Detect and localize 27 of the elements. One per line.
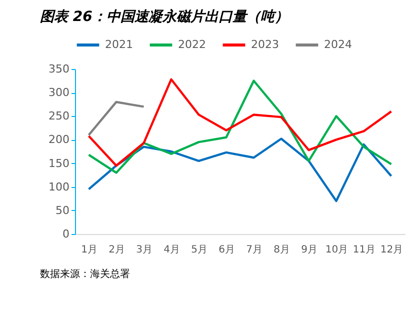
source-note: 数据来源：海关总署 — [40, 268, 130, 280]
x-tick-label: 1月 — [81, 244, 98, 256]
x-tick-label: 2月 — [108, 244, 125, 256]
y-tick-label: 100 — [48, 180, 70, 194]
x-tick-label: 8月 — [274, 244, 290, 256]
y-tick-label: 150 — [48, 156, 70, 170]
x-tick-label: 7月 — [246, 244, 262, 256]
x-tick-label: 11月 — [352, 244, 376, 256]
x-tick-label: 3月 — [136, 244, 152, 256]
x-tick-label: 12月 — [380, 244, 404, 256]
legend-label: 2022 — [178, 38, 206, 51]
y-tick-label: 300 — [48, 86, 70, 100]
y-tick-label: 200 — [48, 133, 70, 146]
legend-label: 2024 — [324, 38, 352, 51]
line-series — [88, 138, 392, 202]
legend-label: 2021 — [105, 38, 133, 51]
y-tick-label: 0 — [62, 228, 70, 240]
x-tick-label: 6月 — [218, 244, 235, 256]
y-tick-label: 250 — [48, 110, 70, 123]
chart-title: 图表 26：中国速凝永磁片出口量（吨） — [40, 8, 288, 25]
x-tick-label: 4月 — [164, 244, 180, 256]
y-tick-label: 50 — [56, 204, 70, 217]
legend-label: 2023 — [251, 38, 279, 51]
x-tick-label: 10月 — [325, 244, 348, 256]
x-tick-label: 9月 — [301, 244, 318, 256]
y-tick-label: 350 — [48, 62, 70, 76]
x-tick-label: 5月 — [191, 244, 208, 256]
